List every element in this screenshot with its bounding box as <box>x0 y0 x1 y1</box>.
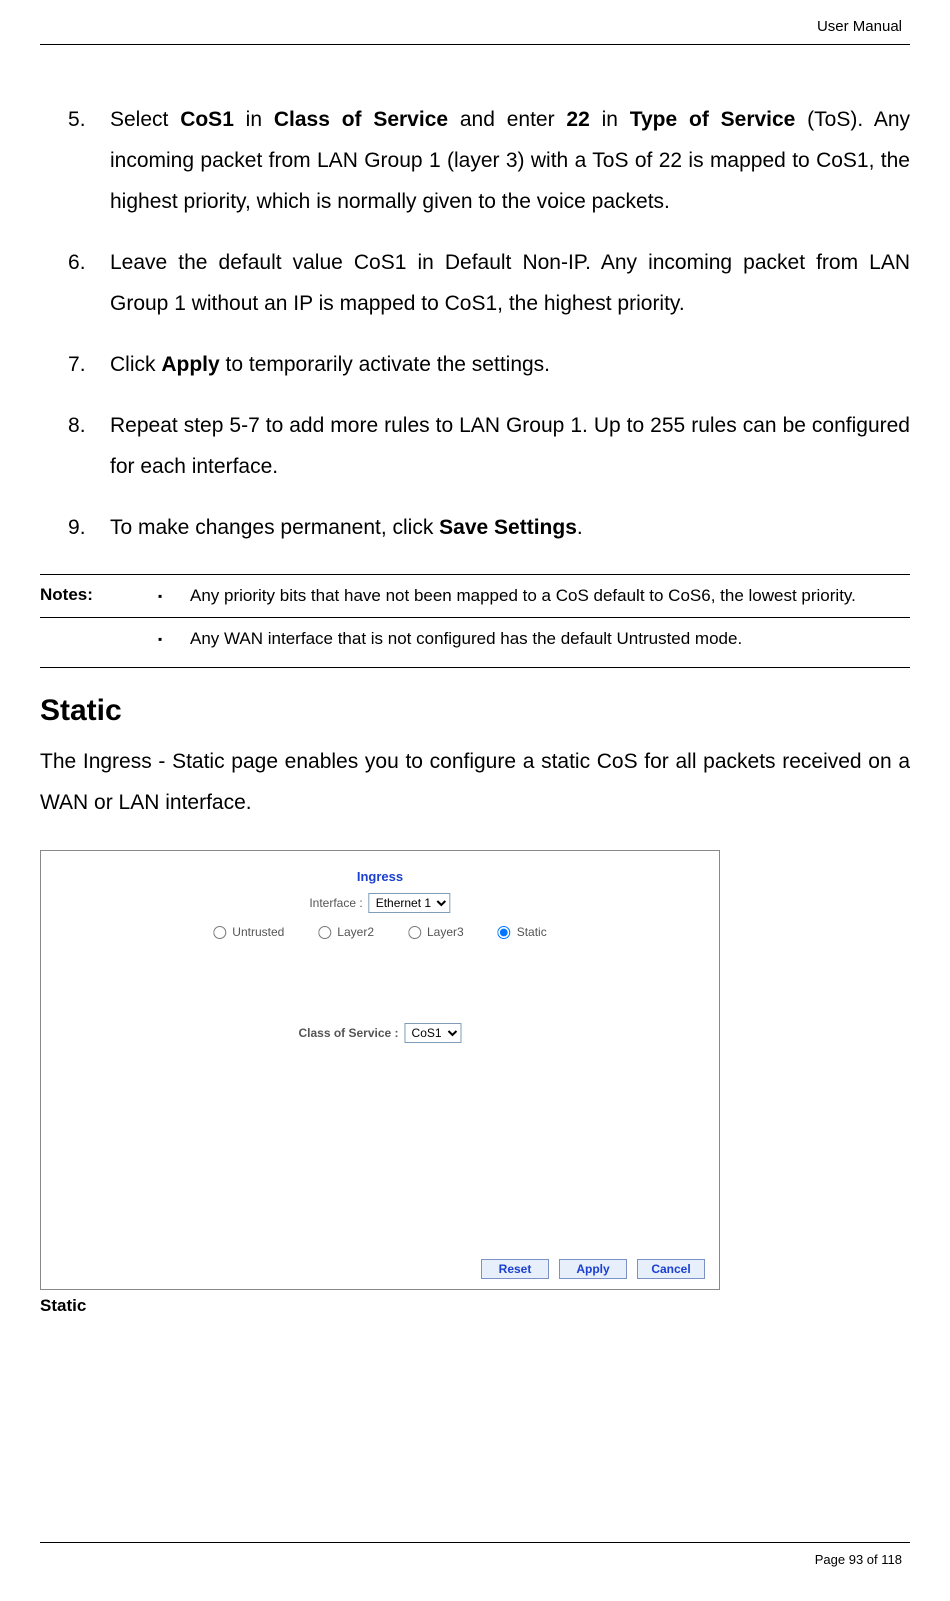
interface-label: Interface : <box>309 896 362 910</box>
mode-radio-row: Untrusted Layer2 Layer3 Static <box>213 925 546 939</box>
cos-label: Class of Service : <box>298 1026 398 1040</box>
instruction-item: Leave the default value CoS1 in Default … <box>110 243 910 325</box>
cos-select[interactable]: CoS1 <box>405 1023 462 1043</box>
radio-layer3-label: Layer3 <box>427 925 464 939</box>
notes-divider <box>40 617 910 618</box>
instruction-item: To make changes permanent, click Save Se… <box>110 508 910 549</box>
radio-layer3-input[interactable] <box>408 926 421 939</box>
radio-untrusted[interactable]: Untrusted <box>213 925 284 939</box>
text-run: to temporarily activate the settings. <box>220 353 550 376</box>
reset-button[interactable]: Reset <box>481 1259 549 1279</box>
bottom-rule <box>40 1542 910 1543</box>
page-content: Select CoS1 in Class of Service and ente… <box>40 100 910 1316</box>
notes-label: Notes: <box>40 583 158 659</box>
radio-layer2-label: Layer2 <box>337 925 374 939</box>
cancel-button[interactable]: Cancel <box>637 1259 705 1279</box>
text-run: CoS1 <box>180 108 234 131</box>
text-run: Class of Service <box>274 108 448 131</box>
top-rule <box>40 44 910 45</box>
text-run: and enter <box>448 108 566 131</box>
notes-body: Any priority bits that have not been map… <box>158 583 910 659</box>
panel-title: Ingress <box>357 869 403 884</box>
notes-box: Notes: Any priority bits that have not b… <box>40 574 910 668</box>
radio-layer2[interactable]: Layer2 <box>318 925 374 939</box>
text-run: Save Settings <box>439 516 577 539</box>
interface-select[interactable]: Ethernet 1 <box>369 893 451 913</box>
notes-item: Any WAN interface that is not configured… <box>158 626 910 652</box>
instruction-item: Select CoS1 in Class of Service and ente… <box>110 100 910 223</box>
text-run: Leave the default value CoS1 in Default … <box>110 251 910 315</box>
radio-untrusted-input[interactable] <box>213 926 226 939</box>
text-run: in <box>234 108 274 131</box>
panel-buttons: Reset Apply Cancel <box>481 1259 705 1279</box>
radio-static[interactable]: Static <box>498 925 547 939</box>
instruction-item: Repeat step 5-7 to add more rules to LAN… <box>110 406 910 488</box>
instruction-list: Select CoS1 in Class of Service and ente… <box>40 100 910 548</box>
text-run: Apply <box>161 353 219 376</box>
radio-layer2-input[interactable] <box>318 926 331 939</box>
text-run: Click <box>110 353 161 376</box>
section-paragraph: The Ingress - Static page enables you to… <box>40 742 910 824</box>
text-run: 22 <box>566 108 589 131</box>
text-run: . <box>577 516 583 539</box>
text-run: in <box>590 108 630 131</box>
page-number: Page 93 of 118 <box>815 1552 902 1567</box>
cos-row: Class of Service : CoS1 <box>298 1023 461 1043</box>
apply-button[interactable]: Apply <box>559 1259 627 1279</box>
radio-static-input[interactable] <box>498 926 511 939</box>
radio-static-label: Static <box>517 925 547 939</box>
text-run: Select <box>110 108 180 131</box>
header-label: User Manual <box>817 18 902 35</box>
text-run: Type of Service <box>630 108 796 131</box>
panel-caption: Static <box>40 1296 910 1316</box>
notes-item: Any priority bits that have not been map… <box>158 583 910 609</box>
radio-layer3[interactable]: Layer3 <box>408 925 464 939</box>
interface-row: Interface : Ethernet 1 <box>309 893 450 913</box>
section-heading: Static <box>40 694 910 728</box>
text-run: Repeat step 5-7 to add more rules to LAN… <box>110 414 910 478</box>
instruction-item: Click Apply to temporarily activate the … <box>110 345 910 386</box>
radio-untrusted-label: Untrusted <box>232 925 284 939</box>
text-run: To make changes permanent, click <box>110 516 439 539</box>
ingress-panel: Ingress Interface : Ethernet 1 Untrusted… <box>40 850 720 1290</box>
